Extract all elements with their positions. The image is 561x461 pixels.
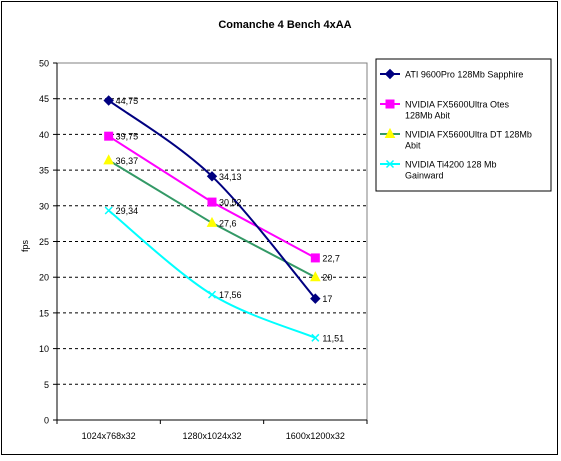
y-tick-label: 45: [39, 94, 49, 104]
y-tick-label: 25: [39, 237, 49, 247]
data-label: 36,37: [116, 156, 139, 166]
legend-label-line: 128Mb Abit: [405, 111, 451, 121]
legend-label: NVIDIA FX5600Ultra Otes 128Mb Abit: [405, 100, 510, 121]
marker-triangle: [384, 127, 396, 138]
marker-square: [104, 131, 114, 141]
y-tick-label: 35: [39, 166, 49, 176]
series-1: [104, 131, 320, 263]
data-label: 44,75: [116, 96, 139, 106]
series-2: [103, 154, 321, 282]
plot-background: [56, 62, 368, 421]
y-tick-label: 5: [44, 380, 49, 390]
data-label: 27,6: [219, 218, 237, 228]
legend-entry-2: NVIDIA FX5600Ultra DT 128Mb Abit: [380, 127, 532, 151]
x-tick-label: 1280x1024x32: [182, 431, 241, 441]
y-tick-label: 30: [39, 201, 49, 211]
marker-triangle: [310, 271, 321, 282]
marker-square: [207, 197, 217, 207]
legend-label-line: NVIDIA Ti4200 128 Mb: [405, 160, 497, 170]
marker-x: [385, 159, 395, 169]
data-label: 30,52: [219, 198, 242, 208]
x-tick-label: 1600x1200x32: [286, 431, 345, 441]
data-label: 34,13: [219, 172, 242, 182]
marker-diamond: [206, 171, 218, 182]
legend-label: NVIDIA Ti4200 128 Mb Gainward: [405, 160, 497, 181]
marker-triangle: [206, 216, 218, 227]
marker-diamond: [384, 68, 396, 80]
marker-x: [311, 333, 320, 342]
legend-label-line: Abit: [405, 141, 421, 151]
data-label: 22,7: [322, 253, 340, 263]
chart-title: Comanche 4 Bench 4xAA: [218, 19, 351, 31]
legend-label-line: NVIDIA FX5600Ultra DT 128Mb: [405, 130, 532, 140]
legend-entry-0: ATI 9600Pro 128Mb Sapphire: [380, 68, 523, 80]
legend-label: NVIDIA FX5600Ultra DT 128Mb Abit: [405, 130, 532, 151]
chart-frame: Comanche 4 Bench 4xAA fps 0 5 10 15 20 25 30 35…: [1, 1, 558, 455]
y-tick-label: 40: [39, 130, 49, 140]
data-label: 17,56: [219, 290, 242, 300]
marker-diamond: [103, 95, 114, 106]
data-label: 11,51: [322, 333, 344, 343]
legend: ATI 9600Pro 128Mb Sapphire NVIDIA FX5600U…: [375, 58, 552, 192]
plot-area: 0 5 10 15 20 25 30 35 40 45 50 1024x768x32 1280x1024…: [39, 59, 368, 441]
legend-entry-3: NVIDIA Ti4200 128 Mb Gainward: [380, 160, 497, 181]
legend-box: [375, 58, 552, 192]
legend-label-line: ATI 9600Pro 128Mb Sapphire: [405, 70, 523, 80]
legend-entry-1: NVIDIA FX5600Ultra Otes 128Mb Abit: [380, 99, 510, 121]
data-label: 20: [322, 273, 332, 283]
y-axis-label: fps: [20, 240, 30, 253]
x-tick-label: 1024x768x32: [82, 431, 136, 441]
data-label: 39,75: [116, 132, 139, 142]
y-tick-label: 15: [39, 308, 49, 318]
marker-square: [385, 99, 395, 109]
series-0: [103, 95, 321, 304]
y-tick-label: 20: [39, 273, 49, 283]
legend-label-line: NVIDIA FX5600Ultra Otes: [405, 100, 510, 110]
y-tick-label: 10: [39, 344, 49, 354]
data-label: 17: [322, 294, 332, 304]
legend-label: ATI 9600Pro 128Mb Sapphire: [405, 70, 523, 80]
chart-svg: Comanche 4 Bench 4xAA fps 0 5 10 15 20 25 30 35…: [20, 19, 552, 441]
marker-x: [104, 206, 113, 215]
marker-triangle: [103, 154, 114, 165]
marker-x: [207, 290, 217, 299]
marker-diamond: [310, 293, 321, 304]
marker-square: [310, 253, 320, 263]
y-tick-label: 0: [44, 416, 49, 426]
legend-label-line: Gainward: [405, 171, 444, 181]
y-tick-label: 50: [39, 59, 49, 69]
series-3: [104, 206, 320, 342]
data-label: 29,34: [116, 206, 139, 216]
